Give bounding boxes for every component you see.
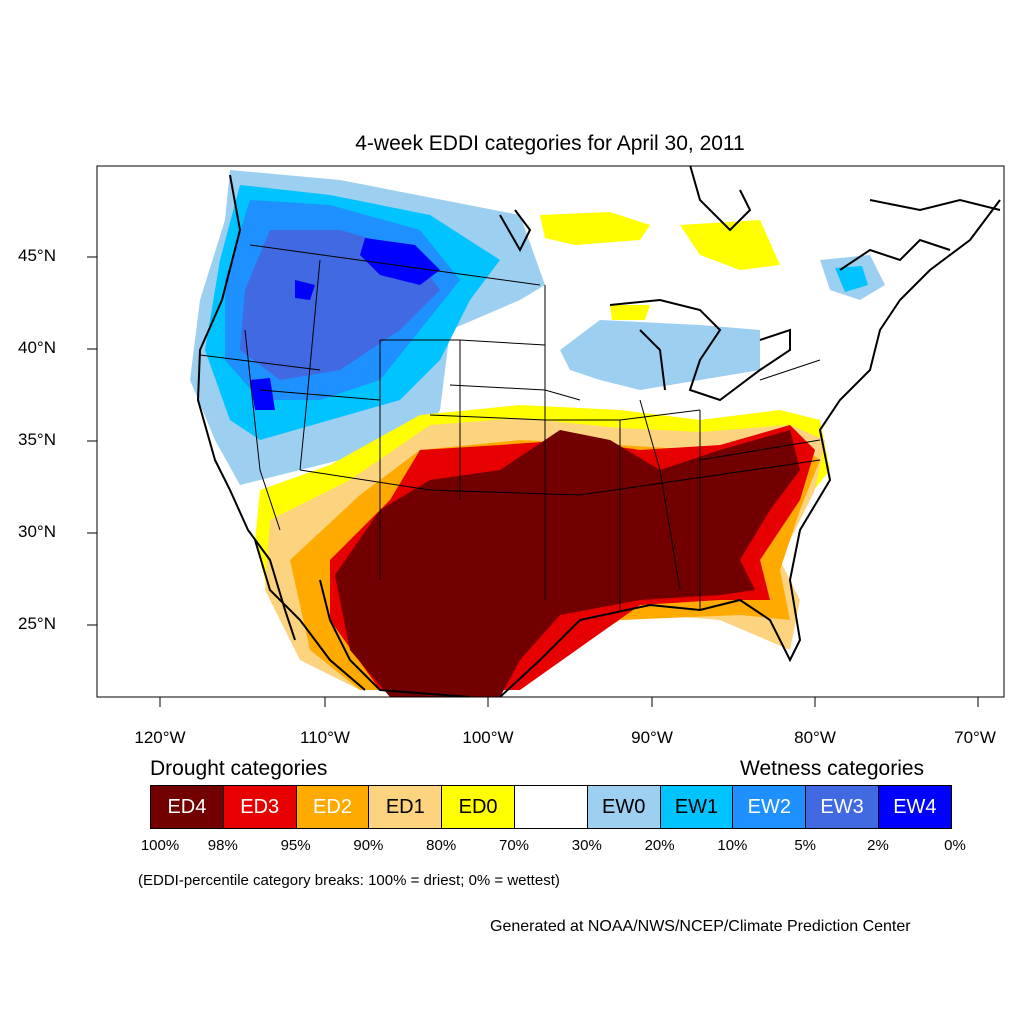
- lon-label: 90°W: [631, 728, 673, 747]
- legend-break-label: 70%: [498, 837, 530, 854]
- legend-swatch: EW2: [732, 785, 807, 829]
- legend-break-label: 20%: [644, 837, 675, 854]
- map-frame: [96, 165, 1005, 698]
- legend-break-label: 5%: [794, 837, 817, 854]
- legend-break-label: 95%: [280, 837, 311, 854]
- legend-swatch: ED2: [295, 785, 370, 829]
- drought-legend-heading: Drought categories: [150, 757, 328, 780]
- axis-ticks: [87, 256, 979, 707]
- map-title: 4-week EDDI categories for April 30, 201…: [355, 132, 745, 155]
- legend-break-label: 100%: [140, 837, 180, 854]
- lat-label: 45°N: [18, 246, 56, 265]
- state-boundaries: [199, 244, 821, 610]
- legend-swatch: EW3: [805, 785, 879, 829]
- lat-label: 25°N: [18, 614, 56, 633]
- legend-break-label: 2%: [867, 837, 889, 854]
- legend-note: (EDDI-percentile category breaks: 100% =…: [138, 872, 560, 889]
- legend-swatch: EW0: [586, 785, 661, 829]
- credit-text: Generated at NOAA/NWS/NCEP/Climate Predi…: [490, 918, 911, 935]
- wetness-legend-heading: Wetness categories: [740, 757, 925, 780]
- legend-swatch: [514, 785, 588, 829]
- coastline: [196, 166, 1001, 697]
- drought-region-ed0-north: [540, 212, 780, 320]
- legend-break-label: 30%: [571, 837, 602, 854]
- wetness-region-ew4: [250, 238, 440, 410]
- lat-label: 35°N: [18, 430, 56, 449]
- legend-break-label: 10%: [717, 837, 748, 854]
- lat-label: 30°N: [18, 522, 56, 541]
- wetness-region-ne-core: [835, 266, 868, 292]
- drought-region-ed4: [335, 430, 800, 697]
- legend-swatch: EW1: [659, 785, 734, 829]
- legend-break-label: 90%: [353, 837, 384, 854]
- lon-label: 80°W: [794, 728, 836, 747]
- lat-label: 40°N: [18, 338, 56, 357]
- legend-break-label: 80%: [426, 837, 457, 854]
- legend-swatch: ED0: [441, 785, 515, 829]
- legend-swatch: EW4: [878, 785, 952, 829]
- legend-break-label: 98%: [207, 837, 238, 854]
- legend-swatch: ED3: [222, 785, 297, 829]
- lon-label: 110°W: [300, 728, 350, 747]
- lon-label: 70°W: [954, 728, 996, 747]
- lon-label: 120°W: [134, 728, 186, 747]
- legend-break-label: 0%: [944, 837, 966, 854]
- lon-label: 100°W: [462, 728, 514, 747]
- legend-swatch: ED4: [150, 785, 224, 829]
- legend-swatch: ED1: [368, 785, 443, 829]
